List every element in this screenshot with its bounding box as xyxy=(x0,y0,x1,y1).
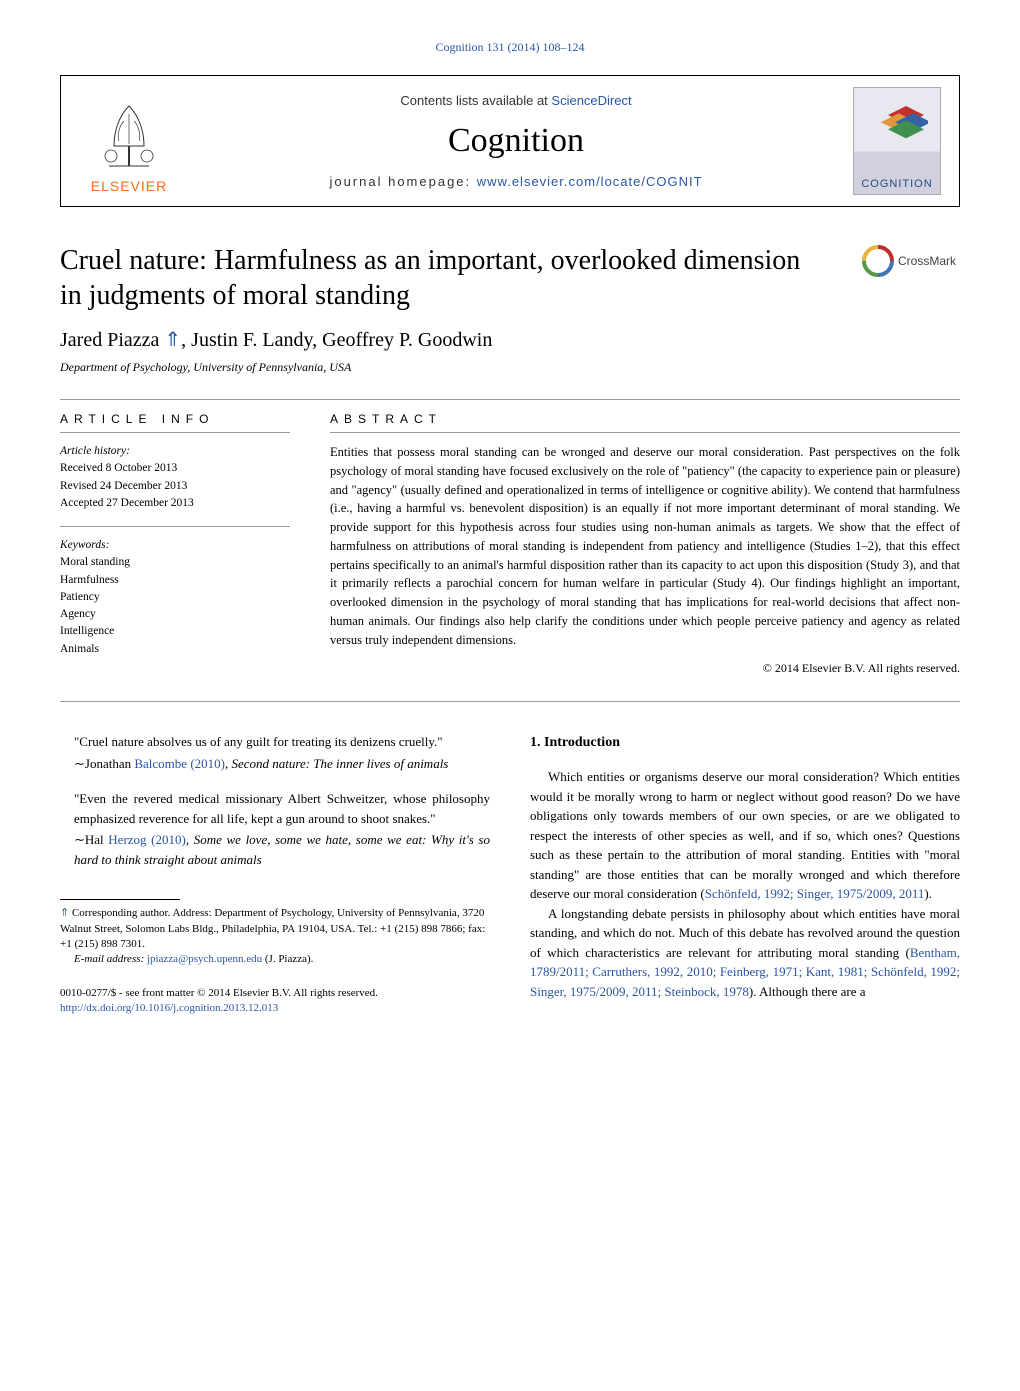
paragraph-suffix: ). xyxy=(924,886,932,901)
author-first: Jared Piazza xyxy=(60,329,164,351)
email-footnote: E-mail address: jpiazza@psych.upenn.edu … xyxy=(60,952,490,967)
paragraph-text: Which entities or organisms deserve our … xyxy=(530,769,960,901)
authors: Jared Piazza ⇑, Justin F. Landy, Geoffre… xyxy=(60,327,960,352)
cover-blocks-icon xyxy=(880,102,928,150)
keyword-item: Moral standing xyxy=(60,554,290,571)
divider xyxy=(60,701,960,702)
quote-attribution: ∼Jonathan Balcombe (2010), Second nature… xyxy=(74,754,490,774)
history-received: Received 8 October 2013 xyxy=(60,460,290,477)
journal-title: Cognition xyxy=(179,122,853,160)
attrib-prefix: ∼Jonathan xyxy=(74,756,134,771)
attrib-suffix: , Second nature: The inner lives of anim… xyxy=(225,756,448,771)
epigraph: "Cruel nature absolves us of any guilt f… xyxy=(74,732,490,773)
contents-prefix: Contents lists available at xyxy=(400,93,551,108)
history-label: Article history: xyxy=(60,443,290,460)
paragraph-text: A longstanding debate persists in philos… xyxy=(530,906,960,960)
abstract-block: ABSTRACT Entities that possess moral sta… xyxy=(330,410,960,677)
journal-header: ELSEVIER Contents lists available at Sci… xyxy=(60,75,960,207)
corresponding-footnote: ⇑ Corresponding author. Address: Departm… xyxy=(60,906,490,952)
homepage-prefix: journal homepage: xyxy=(329,174,476,189)
abstract-label: ABSTRACT xyxy=(330,410,960,428)
email-link[interactable]: jpiazza@psych.upenn.edu xyxy=(147,953,262,965)
quote-text: "Cruel nature absolves us of any guilt f… xyxy=(74,732,490,752)
crossmark-icon xyxy=(862,245,894,277)
citation-link[interactable]: Cognition 131 (2014) 108–124 xyxy=(436,40,585,54)
reference-link[interactable]: Herzog (2010) xyxy=(108,832,186,847)
body-paragraph: A longstanding debate persists in philos… xyxy=(530,904,960,1002)
affiliation: Department of Psychology, University of … xyxy=(60,360,960,375)
doi-link[interactable]: http://dx.doi.org/10.1016/j.cognition.20… xyxy=(60,1002,278,1014)
journal-homepage: journal homepage: www.elsevier.com/locat… xyxy=(179,174,853,189)
article-info: ARTICLE INFO Article history: Received 8… xyxy=(60,410,290,677)
homepage-link[interactable]: www.elsevier.com/locate/COGNIT xyxy=(477,174,703,189)
crossmark-label: CrossMark xyxy=(898,254,956,268)
abstract-text: Entities that possess moral standing can… xyxy=(330,443,960,649)
right-column: 1. Introduction Which entities or organi… xyxy=(530,732,960,1016)
divider xyxy=(60,432,290,433)
footnote-text: Corresponding author. Address: Departmen… xyxy=(60,907,485,950)
footnote-separator xyxy=(60,899,180,900)
paragraph-suffix: ). Although there are a xyxy=(749,984,866,999)
keyword-item: Agency xyxy=(60,606,290,623)
page-footer: 0010-0277/$ - see front matter © 2014 El… xyxy=(60,986,490,1017)
quote-text: "Even the revered medical missionary Alb… xyxy=(74,789,490,828)
reference-link[interactable]: Balcombe (2010) xyxy=(134,756,225,771)
footer-copyright: 0010-0277/$ - see front matter © 2014 El… xyxy=(60,986,490,1001)
keyword-item: Patiency xyxy=(60,589,290,606)
elsevier-tree-icon xyxy=(89,96,169,176)
epigraph: "Even the revered medical missionary Alb… xyxy=(74,789,490,869)
crossmark-badge[interactable]: CrossMark xyxy=(858,243,960,279)
keyword-item: Intelligence xyxy=(60,623,290,640)
keyword-item: Harmfulness xyxy=(60,572,290,589)
journal-citation: Cognition 131 (2014) 108–124 xyxy=(60,40,960,55)
footnote-symbol: ⇑ xyxy=(60,907,69,919)
article-title: Cruel nature: Harmfulness as an importan… xyxy=(60,243,858,313)
elsevier-logo: ELSEVIER xyxy=(79,86,179,196)
history-accepted: Accepted 27 December 2013 xyxy=(60,495,290,512)
elsevier-label: ELSEVIER xyxy=(91,178,167,194)
divider xyxy=(60,399,960,400)
email-label: E-mail address: xyxy=(74,953,147,965)
abstract-copyright: © 2014 Elsevier B.V. All rights reserved… xyxy=(330,659,960,677)
left-column: "Cruel nature absolves us of any guilt f… xyxy=(60,732,490,1016)
email-suffix: (J. Piazza). xyxy=(262,953,313,965)
keywords-list: Moral standing Harmfulness Patiency Agen… xyxy=(60,554,290,658)
corresponding-symbol[interactable]: ⇑ xyxy=(164,329,181,351)
attrib-prefix: ∼Hal xyxy=(74,832,108,847)
divider xyxy=(330,432,960,433)
authors-rest: , Justin F. Landy, Geoffrey P. Goodwin xyxy=(181,329,492,351)
divider xyxy=(60,526,290,527)
history-revised: Revised 24 December 2013 xyxy=(60,478,290,495)
quote-attribution: ∼Hal Herzog (2010), Some we love, some w… xyxy=(74,830,490,869)
sciencedirect-link[interactable]: ScienceDirect xyxy=(551,93,631,108)
reference-link[interactable]: Schönfeld, 1992; Singer, 1975/2009, 2011 xyxy=(705,886,925,901)
header-center: Contents lists available at ScienceDirec… xyxy=(179,93,853,189)
journal-cover-thumb: COGNITION xyxy=(853,87,941,195)
keywords-label: Keywords: xyxy=(60,537,290,554)
section-heading: 1. Introduction xyxy=(530,732,960,753)
body-paragraph: Which entities or organisms deserve our … xyxy=(530,767,960,904)
keyword-item: Animals xyxy=(60,641,290,658)
cover-label: COGNITION xyxy=(854,178,940,190)
article-info-label: ARTICLE INFO xyxy=(60,410,290,428)
contents-available: Contents lists available at ScienceDirec… xyxy=(179,93,853,108)
